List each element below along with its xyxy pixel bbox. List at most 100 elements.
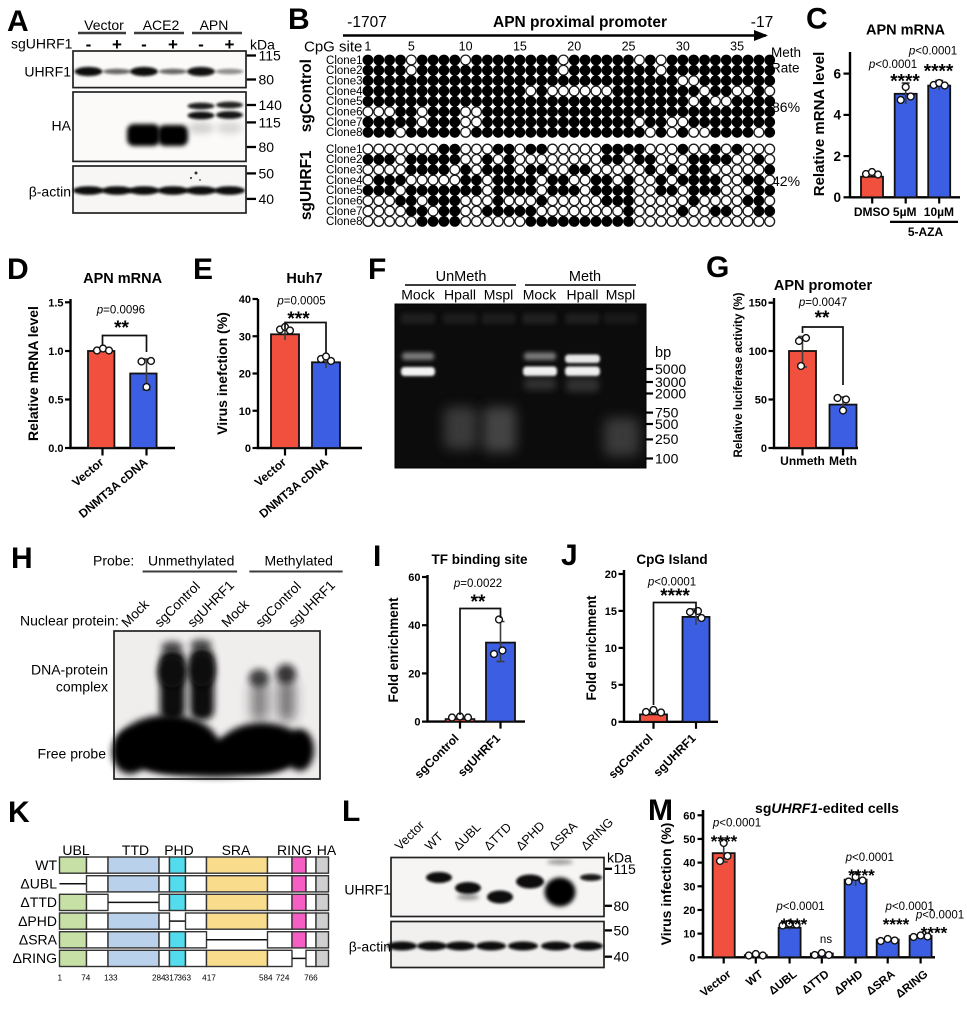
- svg-text:-17: -17: [751, 14, 773, 31]
- svg-text:-: -: [141, 35, 147, 54]
- svg-text:284: 284: [152, 974, 166, 983]
- svg-text:PHD: PHD: [164, 842, 194, 858]
- svg-text:TTD: TTD: [122, 842, 149, 858]
- svg-text:HA: HA: [52, 118, 72, 134]
- svg-text:5: 5: [408, 40, 415, 54]
- svg-text:WT: WT: [35, 857, 57, 873]
- svg-text:86%: 86%: [772, 99, 800, 115]
- svg-text:p<0.0001: p<0.0001: [885, 901, 934, 913]
- svg-text:Mock: Mock: [401, 287, 435, 303]
- svg-text:ΔRING: ΔRING: [13, 950, 57, 966]
- svg-text:Hpall: Hpall: [444, 287, 476, 303]
- svg-text:+: +: [225, 35, 235, 54]
- svg-text:DMSO: DMSO: [854, 205, 890, 219]
- svg-text:p<0.0001: p<0.0001: [868, 59, 917, 71]
- svg-text:150: 150: [749, 298, 767, 310]
- svg-text:10: 10: [605, 643, 617, 655]
- svg-text:A: A: [7, 5, 29, 38]
- svg-text:**: **: [815, 308, 830, 329]
- svg-text:30: 30: [676, 40, 690, 54]
- svg-text:363: 363: [177, 974, 191, 983]
- svg-text:ACE2: ACE2: [143, 17, 180, 33]
- svg-text:kDa: kDa: [250, 37, 275, 53]
- svg-text:p=0.0022: p=0.0022: [453, 578, 502, 590]
- svg-text:0: 0: [414, 717, 420, 729]
- svg-text:40: 40: [614, 949, 630, 965]
- svg-text:5: 5: [611, 680, 617, 692]
- svg-text:p=0.0096: p=0.0096: [96, 305, 145, 317]
- svg-text:250: 250: [655, 431, 679, 447]
- svg-text:D: D: [7, 253, 29, 286]
- svg-text:2: 2: [833, 149, 841, 164]
- svg-text:**: **: [114, 318, 129, 339]
- svg-text:Clone6: Clone6: [326, 106, 362, 118]
- svg-text:***: ***: [287, 309, 310, 330]
- svg-text:****: ****: [883, 915, 910, 934]
- svg-text:10µM: 10µM: [924, 205, 954, 219]
- svg-text:APN mRNA: APN mRNA: [83, 271, 162, 287]
- svg-text:133: 133: [104, 974, 118, 983]
- svg-text:0: 0: [833, 190, 841, 205]
- svg-text:Clone8: Clone8: [326, 127, 362, 139]
- svg-text:60: 60: [408, 572, 420, 584]
- svg-text:****: ****: [921, 924, 948, 943]
- svg-text:I: I: [373, 540, 381, 573]
- svg-text:C: C: [806, 3, 828, 36]
- svg-text:20: 20: [605, 569, 617, 581]
- svg-text:60: 60: [683, 810, 695, 822]
- svg-text:25: 25: [622, 40, 636, 54]
- svg-text:Meth: Meth: [829, 454, 857, 468]
- svg-text:40: 40: [239, 294, 251, 306]
- svg-text:6: 6: [833, 66, 841, 81]
- svg-text:ΔUBL: ΔUBL: [20, 876, 57, 892]
- svg-text:bp: bp: [655, 345, 671, 361]
- svg-text:p<0.0001: p<0.0001: [712, 818, 761, 830]
- svg-text:1.5: 1.5: [48, 297, 63, 309]
- svg-text:****: ****: [711, 832, 738, 851]
- svg-text:10: 10: [459, 40, 473, 54]
- svg-text:Fold enrichment: Fold enrichment: [386, 597, 401, 703]
- svg-text:20: 20: [408, 668, 420, 680]
- svg-text:20: 20: [567, 40, 581, 54]
- svg-text:-: -: [198, 35, 204, 54]
- svg-text:50: 50: [259, 165, 275, 181]
- svg-text:kDa: kDa: [607, 850, 632, 866]
- svg-text:0: 0: [761, 443, 767, 455]
- svg-text:UnMeth: UnMeth: [436, 269, 487, 285]
- svg-text:Relative mRNA level: Relative mRNA level: [811, 52, 828, 197]
- svg-text:20: 20: [683, 905, 695, 917]
- svg-text:Clone3: Clone3: [326, 75, 362, 87]
- svg-text:20: 20: [239, 369, 251, 381]
- svg-text:APN promoter: APN promoter: [774, 278, 873, 294]
- svg-text:Clone4: Clone4: [326, 86, 363, 98]
- svg-text:40: 40: [683, 858, 695, 870]
- svg-text:HA: HA: [317, 842, 337, 858]
- svg-text:417: 417: [202, 974, 216, 983]
- svg-text:ΔTTD: ΔTTD: [20, 894, 57, 910]
- svg-text:UHRF1: UHRF1: [344, 882, 391, 898]
- svg-text:Unmethylated: Unmethylated: [148, 553, 234, 569]
- svg-text:Hpall: Hpall: [567, 287, 599, 303]
- svg-text:Huh7: Huh7: [286, 271, 322, 287]
- svg-text:5µM: 5µM: [893, 205, 917, 219]
- svg-text:Nuclear protein:: Nuclear protein:: [20, 613, 119, 629]
- svg-text:50: 50: [614, 922, 630, 938]
- svg-text:+: +: [168, 35, 178, 54]
- svg-text:0.0: 0.0: [48, 443, 63, 455]
- svg-text:30: 30: [683, 881, 695, 893]
- svg-text:TF binding site: TF binding site: [432, 552, 528, 567]
- svg-text:sgControl: sgControl: [298, 59, 315, 132]
- svg-text:5000: 5000: [655, 361, 686, 377]
- svg-text:42%: 42%: [772, 173, 800, 189]
- svg-text:β-actin: β-actin: [29, 184, 71, 200]
- svg-text:115: 115: [259, 48, 282, 64]
- svg-text:Virus inefction (%): Virus inefction (%): [214, 312, 230, 435]
- svg-text:5-AZA: 5-AZA: [908, 225, 944, 239]
- svg-text:APN mRNA: APN mRNA: [866, 23, 945, 39]
- svg-text:584: 584: [259, 974, 273, 983]
- svg-text:RING: RING: [277, 842, 312, 858]
- svg-text:ΔSRA: ΔSRA: [19, 932, 58, 948]
- svg-text:**: **: [471, 592, 486, 613]
- svg-text:Clone1: Clone1: [326, 55, 362, 67]
- svg-text:+: +: [112, 35, 122, 54]
